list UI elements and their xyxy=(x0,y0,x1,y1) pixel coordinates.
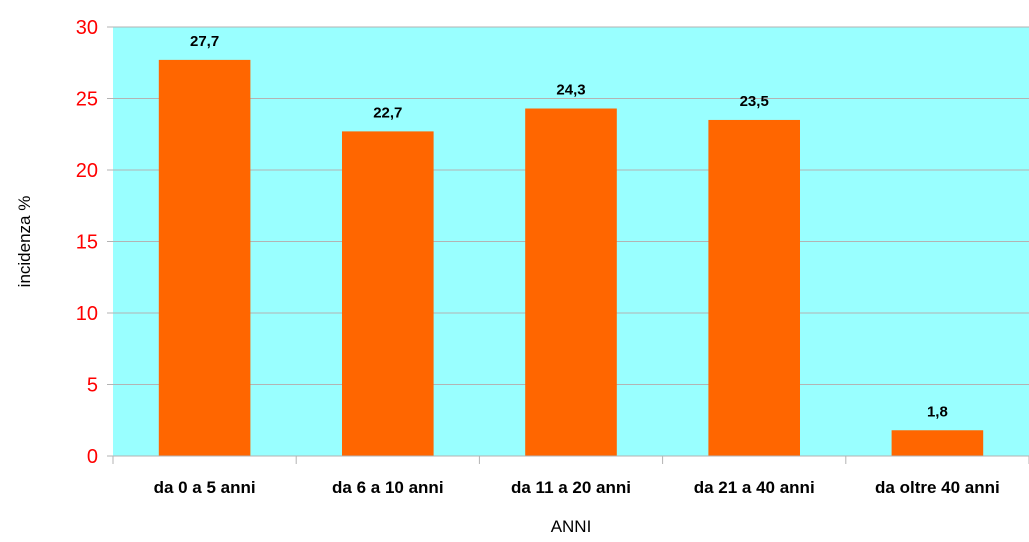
y-tick-label: 30 xyxy=(76,17,98,39)
y-tick-label: 10 xyxy=(76,303,98,325)
y-tick-label: 25 xyxy=(76,89,98,111)
x-tick-label: da 11 a 20 anni xyxy=(511,478,631,497)
x-tick-label: da 0 a 5 anni xyxy=(154,478,256,497)
y-tick-label: 0 xyxy=(87,446,98,468)
data-label: 1,8 xyxy=(927,403,948,420)
bar xyxy=(342,131,434,456)
bar xyxy=(708,119,800,456)
y-tick-label: 20 xyxy=(76,160,98,182)
bar xyxy=(525,108,617,456)
x-tick-label: da 6 a 10 anni xyxy=(332,478,444,497)
y-tick-label: 5 xyxy=(87,375,98,397)
bar xyxy=(158,59,251,456)
y-axis-ticks: 0 5 10 15 20 25 30 xyxy=(76,17,113,468)
x-tick-label: da 21 a 40 anni xyxy=(694,478,815,497)
x-axis-ticks: da 0 a 5 anni da 6 a 10 anni da 11 a 20 an… xyxy=(112,456,1029,497)
data-labels: 27,7 22,7 24,3 23,5 1,8 xyxy=(190,33,948,420)
x-axis-title: ANNI xyxy=(551,517,592,536)
bar xyxy=(891,430,984,456)
data-label: 22,7 xyxy=(373,104,402,121)
bars xyxy=(158,59,984,456)
y-axis-title: incidenza % xyxy=(15,196,34,288)
x-tick-label: da oltre 40 anni xyxy=(875,478,1000,497)
data-label: 23,5 xyxy=(740,93,769,110)
data-label: 27,7 xyxy=(190,33,219,50)
y-tick-label: 15 xyxy=(76,232,98,254)
data-label: 24,3 xyxy=(556,82,585,99)
